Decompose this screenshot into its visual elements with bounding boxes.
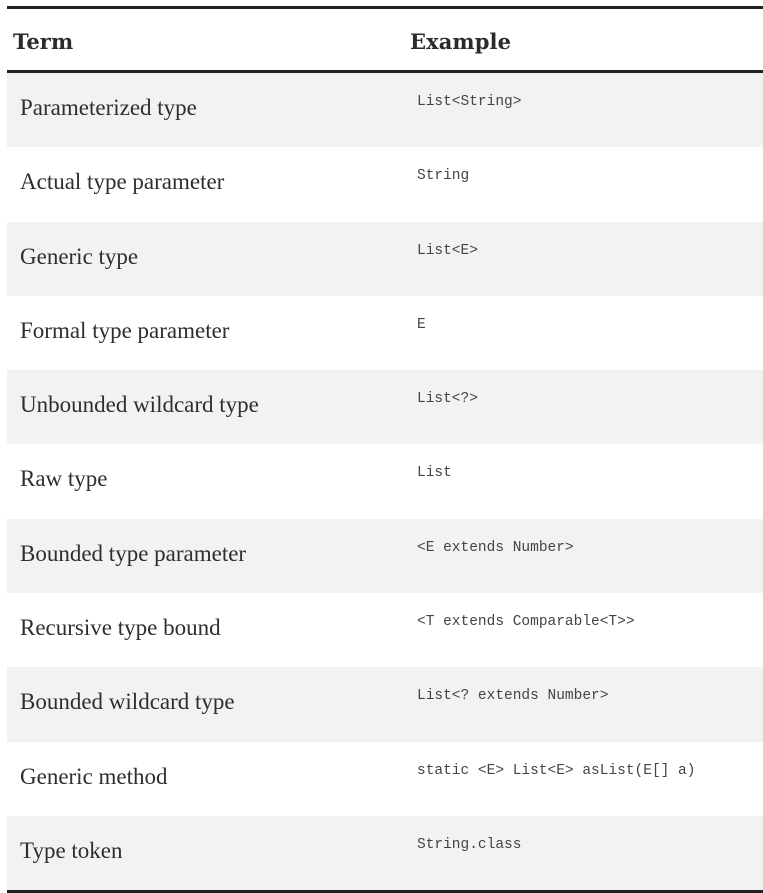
table-row: Recursive type bound <T extends Comparab… [7, 593, 763, 667]
term-cell: Actual type parameter [20, 169, 225, 195]
term-cell: Bounded type parameter [20, 540, 247, 566]
term-cell: Raw type [20, 466, 108, 492]
example-cell: <E extends Number> [417, 539, 574, 556]
table-row: Type token String.class [7, 815, 763, 891]
table-row: Bounded wildcard type List<? extends Num… [7, 667, 763, 742]
table-row: Generic method static <E> List<E> asList… [7, 742, 763, 816]
column-header-example: Example [410, 29, 512, 54]
example-cell: List<String> [417, 94, 522, 110]
term-cell: Bounded wildcard type [20, 689, 235, 715]
example-cell: String [417, 168, 470, 185]
term-cell: Parameterized type [20, 95, 197, 120]
term-cell: Generic method [20, 763, 168, 789]
term-cell: Formal type parameter [20, 317, 230, 343]
table-row: Formal type parameter E [7, 296, 763, 370]
table-row: Raw type List [7, 444, 763, 518]
example-cell: static <E> List<E> asList(E[] a) [417, 762, 696, 779]
example-cell: List<E> [417, 242, 478, 259]
table-row: Unbounded wildcard type List<?> [7, 370, 763, 445]
term-cell: Recursive type bound [20, 615, 221, 641]
term-cell: Type token [20, 837, 123, 863]
example-cell: List [417, 465, 452, 482]
example-cell: E [417, 316, 426, 333]
example-cell: String.class [417, 836, 522, 853]
table-header: Term Example [7, 9, 763, 73]
term-cell: Unbounded wildcard type [20, 392, 259, 418]
example-cell: List<? extends Number> [417, 688, 609, 705]
table-row: Parameterized type List<String> [7, 73, 763, 148]
table-row: Actual type parameter String [7, 147, 763, 221]
column-header-term: Term [13, 29, 74, 54]
term-cell: Generic type [20, 243, 139, 269]
example-cell: <T extends Comparable<T>> [417, 614, 635, 631]
table-row: Bounded type parameter <E extends Number… [7, 518, 763, 594]
example-cell: List<?> [417, 391, 478, 408]
table-row: Generic type List<E> [7, 221, 763, 296]
terms-table: Term Example Parameterized type List<Str… [7, 6, 763, 893]
